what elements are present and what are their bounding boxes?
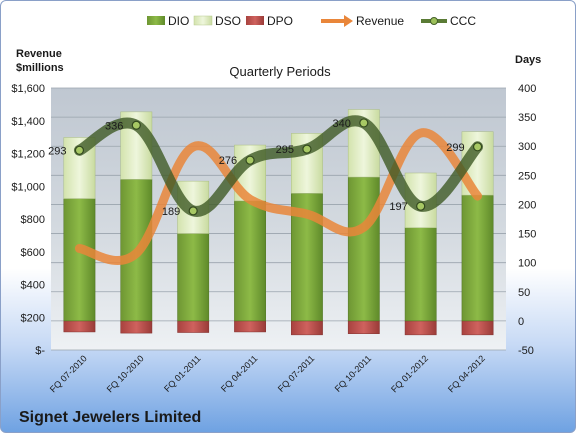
bar-dio <box>461 194 494 322</box>
left-tick-label: $1,000 <box>11 181 45 193</box>
legend-label-dpo: DPO <box>267 14 293 28</box>
ccc-data-label: 299 <box>446 142 464 154</box>
legend-label-ccc: CCC <box>450 14 476 28</box>
bars <box>63 109 494 336</box>
data-labels: 293 336 189 276 295 340 197 299 <box>48 118 464 218</box>
ccc-marker <box>472 142 483 152</box>
ccc-marker <box>74 145 85 155</box>
right-axis-ticks: -50 0 50 100 150 200 250 300 350 400 <box>518 83 536 357</box>
left-tick-label: $- <box>35 345 45 357</box>
ccc-marker <box>188 206 198 216</box>
ccc-marker <box>416 201 426 211</box>
left-axis-label-line2: $millions <box>16 62 64 74</box>
left-axis-label-line1: Revenue <box>16 48 62 60</box>
left-tick-label: $600 <box>21 247 45 259</box>
x-tick-label: FQ 10-2011 <box>333 353 374 394</box>
right-tick-label: 250 <box>518 170 536 182</box>
bar-dpo <box>120 320 153 334</box>
x-tick-label: FQ 01-2012 <box>389 353 430 394</box>
bar-dio <box>347 176 380 322</box>
x-tick-label: FQ 07-2010 <box>48 353 89 394</box>
left-tick-label: $1,200 <box>11 149 45 161</box>
legend-label-revenue: Revenue <box>356 14 404 28</box>
legend: DIO DSO DPO Revenue CCC <box>147 14 476 28</box>
right-tick-label: 200 <box>518 199 536 211</box>
ccc-data-label: 295 <box>276 144 294 156</box>
bar-dio <box>63 198 96 322</box>
right-axis-label: Days <box>515 54 541 66</box>
chart-title: Quarterly Periods <box>229 64 331 79</box>
bar-dpo <box>404 320 437 336</box>
right-tick-label: 50 <box>518 287 530 299</box>
ccc-markers <box>74 118 483 216</box>
right-tick-label: 400 <box>518 83 536 95</box>
ccc-data-label: 276 <box>219 155 237 167</box>
bar-dpo <box>291 320 323 336</box>
legend-label-dio: DIO <box>168 14 189 28</box>
ccc-data-label: 293 <box>48 145 66 157</box>
legend-arrow-revenue <box>344 15 353 27</box>
right-tick-label: 300 <box>518 141 536 153</box>
bar-dio <box>234 200 266 322</box>
left-axis-ticks: $- $200 $400 $600 $800 $1,000 $1,200 $1,400 $1,6… <box>11 83 45 357</box>
bar-dio <box>120 179 153 322</box>
x-tick-label: FQ 04-2012 <box>446 353 487 394</box>
bar-dpo <box>461 320 494 336</box>
legend-marker-ccc <box>430 17 438 25</box>
bar-dpo <box>177 320 210 333</box>
ccc-marker <box>245 155 255 165</box>
ccc-marker <box>131 120 141 130</box>
bar-dpo <box>347 320 380 334</box>
legend-swatch-dso <box>193 15 213 26</box>
right-tick-label: -50 <box>518 345 534 357</box>
x-tick-label: FQ 07-2011 <box>276 353 317 394</box>
ccc-data-label: 336 <box>105 120 123 132</box>
legend-swatch-dio <box>147 16 165 25</box>
bar-dio <box>177 233 210 322</box>
ccc-marker <box>302 144 312 154</box>
company-name: Signet Jewelers Limited <box>19 409 201 426</box>
x-axis-ticks: FQ 07-2010 FQ 10-2010 FQ 01-2011 FQ 04-2011… <box>48 353 487 394</box>
x-tick-label: FQ 10-2010 <box>105 353 146 394</box>
x-tick-label: FQ 01-2011 <box>162 353 203 394</box>
bar-dpo <box>234 320 266 333</box>
left-tick-label: $200 <box>21 312 45 324</box>
bar-dio <box>404 227 437 322</box>
legend-label-dso: DSO <box>215 14 241 28</box>
x-tick-label: FQ 04-2011 <box>219 353 260 394</box>
left-tick-label: $1,600 <box>11 83 45 95</box>
left-tick-label: $800 <box>21 214 45 226</box>
ccc-data-label: 189 <box>162 206 180 218</box>
revenue-line <box>74 128 483 265</box>
left-tick-label: $1,400 <box>11 116 45 128</box>
right-tick-label: 0 <box>518 316 524 328</box>
right-tick-label: 100 <box>518 258 536 270</box>
right-tick-label: 150 <box>518 229 536 241</box>
bar-dpo <box>63 320 96 333</box>
right-tick-label: 350 <box>518 112 536 124</box>
ccc-data-label: 197 <box>389 201 407 213</box>
legend-swatch-dpo <box>246 16 264 25</box>
ccc-marker <box>359 118 369 128</box>
ccc-data-label: 340 <box>332 118 350 130</box>
left-tick-label: $400 <box>21 280 45 292</box>
